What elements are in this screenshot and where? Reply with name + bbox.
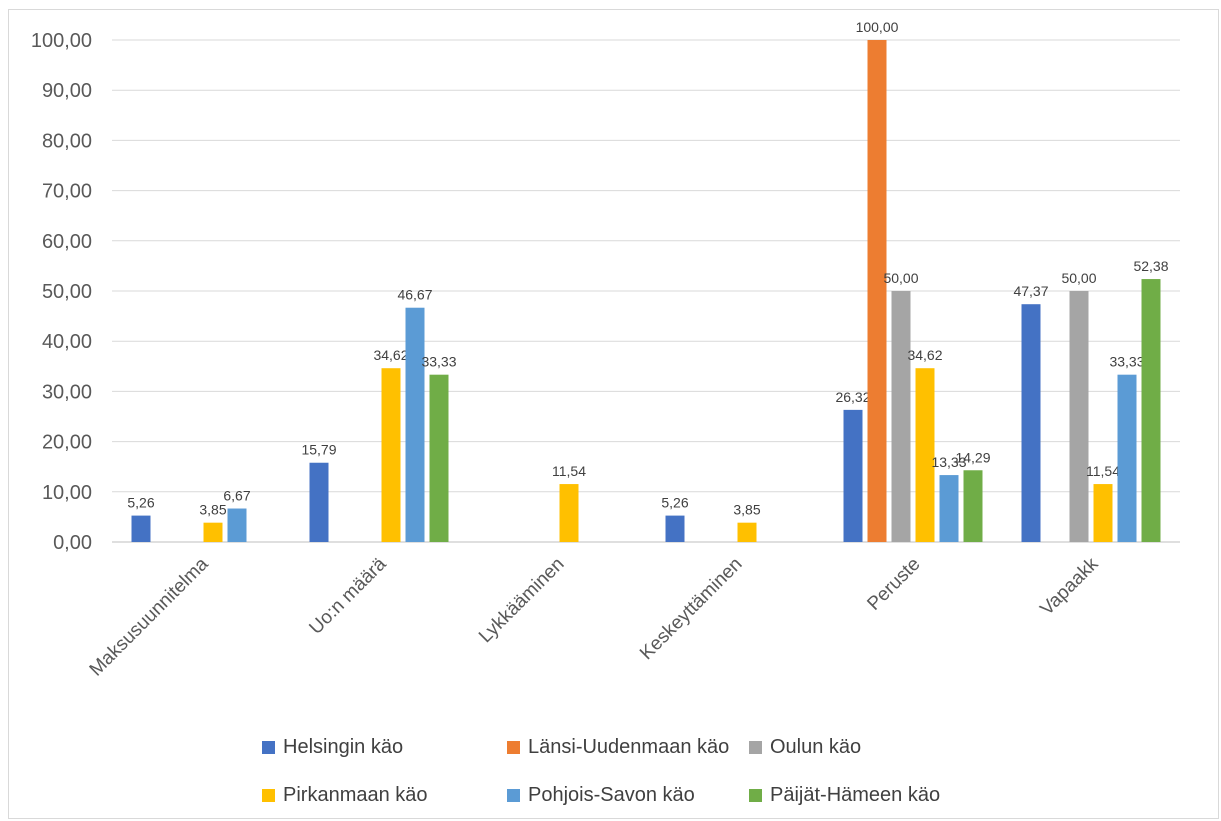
- data-label: 50,00: [1061, 270, 1096, 286]
- x-tick-label: Lykkääminen: [475, 554, 569, 648]
- data-label: 5,26: [127, 495, 154, 511]
- data-label: 11,54: [1086, 463, 1120, 479]
- y-tick-label: 70,00: [42, 181, 92, 203]
- data-label: 26,32: [835, 389, 870, 405]
- data-label: 6,67: [223, 488, 250, 504]
- data-label: 52,38: [1133, 258, 1168, 274]
- bar: [843, 409, 863, 542]
- data-label: 3,85: [733, 502, 760, 518]
- bar: [309, 462, 329, 542]
- data-label: 34,62: [373, 347, 408, 363]
- bar: [131, 515, 151, 542]
- bar: [915, 368, 935, 542]
- bar: [559, 484, 579, 542]
- data-label: 3,85: [199, 502, 226, 518]
- y-tick-label: 60,00: [42, 231, 92, 253]
- bar: [429, 374, 449, 542]
- bar: [867, 40, 887, 542]
- x-tick-label: Peruste: [863, 554, 924, 615]
- bar: [203, 522, 223, 542]
- bar: [891, 291, 911, 542]
- bar: [227, 508, 247, 542]
- bar: [939, 475, 959, 542]
- y-tick-label: 80,00: [42, 130, 92, 152]
- y-tick-label: 0,00: [53, 532, 92, 554]
- x-tick-label: Vapaakk: [1036, 553, 1102, 619]
- y-tick-label: 30,00: [42, 381, 92, 403]
- data-label: 11,54: [552, 463, 586, 479]
- bar: [963, 470, 983, 542]
- bar: [1093, 484, 1113, 542]
- y-tick-label: 40,00: [42, 331, 92, 353]
- y-tick-label: 100,00: [31, 30, 92, 52]
- bar: [1021, 304, 1041, 542]
- data-label: 50,00: [883, 270, 918, 286]
- data-label: 46,67: [397, 287, 432, 303]
- bar: [381, 368, 401, 542]
- y-tick-label: 50,00: [42, 281, 92, 303]
- data-label: 33,33: [421, 354, 456, 370]
- bar: [665, 515, 685, 542]
- data-label: 5,26: [661, 495, 688, 511]
- chart-area: [8, 9, 1219, 819]
- data-label: 13,33: [931, 454, 966, 470]
- x-tick-label: Uo:n määrä: [305, 553, 390, 638]
- bar: [1117, 374, 1137, 542]
- y-tick-label: 20,00: [42, 432, 92, 454]
- x-tick-label: Maksusuunnitelma: [86, 553, 213, 680]
- bar: [1141, 279, 1161, 542]
- data-label: 33,33: [1109, 354, 1144, 370]
- y-tick-label: 90,00: [42, 80, 92, 102]
- bar: [737, 522, 757, 542]
- bar: [1069, 291, 1089, 542]
- y-tick-label: 10,00: [42, 482, 92, 504]
- data-label: 15,79: [301, 442, 336, 458]
- data-label: 14,29: [955, 449, 990, 465]
- data-label: 34,62: [907, 347, 942, 363]
- data-label: 47,37: [1013, 283, 1048, 299]
- data-label: 100,00: [856, 19, 899, 35]
- bar: [405, 307, 425, 542]
- x-tick-label: Keskeyttäminen: [636, 554, 746, 664]
